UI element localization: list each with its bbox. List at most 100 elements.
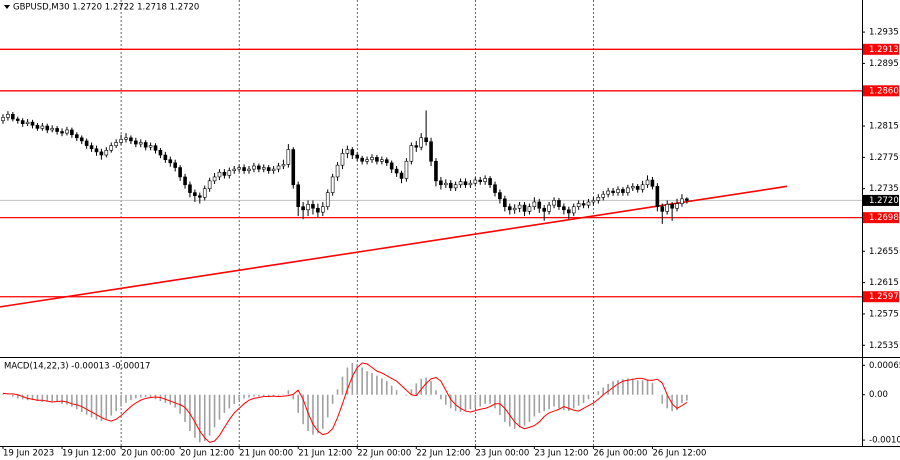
candle-body: [193, 192, 197, 197]
x-tick-label: 20 Jun 12:00: [180, 449, 234, 459]
candle-body: [217, 171, 222, 178]
level-label: 1.2913: [869, 45, 899, 55]
candle-body: [134, 140, 138, 145]
candle-body: [94, 148, 99, 153]
y-tick-label: 1.2895: [869, 59, 899, 69]
y-tick-label: 1.2575: [869, 309, 899, 319]
candle-body: [409, 145, 414, 162]
candle-body: [340, 153, 345, 166]
candle-body: [586, 201, 591, 206]
candle-body: [685, 198, 689, 201]
level-label-box: [863, 43, 899, 55]
candle-body: [301, 206, 305, 211]
candle-body: [626, 187, 630, 193]
signal-line: [2, 362, 688, 443]
candle-body: [419, 137, 424, 148]
x-tick-label: 19 Jun 2023: [3, 449, 54, 459]
candle-body: [458, 181, 463, 186]
candle-body: [424, 137, 428, 143]
candle-body: [276, 165, 281, 170]
candle-body: [355, 154, 360, 159]
x-tick-label: 23 Jun 00:00: [475, 449, 529, 459]
y-tick-label: 1.2615: [869, 278, 899, 288]
candle-body: [183, 176, 187, 186]
candle-body: [158, 150, 163, 156]
candle-body: [557, 200, 561, 207]
candle-body: [35, 124, 40, 129]
candle-body: [512, 207, 517, 211]
candle-body: [473, 179, 478, 184]
candle-body: [6, 114, 10, 118]
candle-body: [296, 184, 301, 207]
candle-body: [291, 149, 296, 186]
candle-body: [645, 179, 650, 186]
candle-body: [542, 207, 547, 212]
candle-body: [468, 182, 473, 186]
candle-body: [532, 201, 537, 207]
candle-body: [650, 179, 655, 187]
candle-body: [104, 150, 109, 156]
candle-body: [261, 167, 266, 170]
candle-body: [266, 167, 271, 171]
x-tick-label: 22 Jun 00:00: [357, 449, 411, 459]
candle-body: [188, 184, 192, 193]
candle-body: [655, 186, 660, 207]
candle-body: [119, 139, 123, 143]
candle-body: [232, 168, 237, 171]
candle-body: [70, 129, 74, 135]
candle-body: [448, 182, 453, 189]
x-tick-label: 26 Jun 12:00: [652, 449, 706, 459]
candle-body: [488, 178, 492, 186]
candle-body: [271, 168, 276, 171]
candle-body: [242, 167, 246, 171]
candle-body: [389, 162, 394, 170]
candle-body: [616, 189, 620, 193]
candle-body: [621, 189, 625, 193]
candle-body: [562, 206, 566, 211]
y-tick-label: 1.2735: [869, 184, 899, 194]
indicator-title: MACD(14,22,3) -0.00013 -0.00017: [4, 362, 150, 372]
candle-body: [178, 167, 182, 178]
candle-body: [547, 204, 551, 212]
x-tick-label: 21 Jun 12:00: [298, 449, 352, 459]
y-tick-label: 0.00: [869, 390, 888, 400]
candle-body: [350, 149, 355, 156]
candle-body: [15, 118, 20, 121]
x-tick-label: 23 Jun 12:00: [534, 449, 588, 459]
candle-body: [635, 186, 640, 190]
candle-body: [503, 198, 507, 207]
candle-body: [522, 204, 527, 212]
x-tick-label: 19 Jun 12:00: [62, 449, 116, 459]
candle-body: [443, 182, 448, 186]
x-tick-label: 26 Jun 00:00: [593, 449, 647, 459]
y-tick-label: 1.2655: [869, 247, 899, 257]
candle-body: [143, 142, 148, 148]
candle-body: [212, 176, 217, 182]
candle-body: [360, 157, 364, 162]
candle-body: [493, 184, 497, 193]
candle-body: [281, 164, 286, 167]
candle-body: [345, 149, 350, 154]
level-label-box: [863, 291, 899, 303]
x-tick-label: 22 Jun 12:00: [416, 449, 470, 459]
candle-body: [89, 145, 94, 150]
candle-body: [247, 168, 251, 171]
level-label: 1.2860: [869, 86, 899, 96]
candle-body: [330, 176, 335, 193]
candle-body: [50, 128, 55, 131]
candle-body: [660, 206, 665, 212]
candle-body: [79, 137, 84, 142]
candle-body: [198, 195, 202, 198]
y-tick-label: 1.2935: [869, 28, 899, 38]
candle-body: [148, 145, 153, 148]
candle-body: [65, 129, 69, 134]
candle-body: [227, 170, 232, 176]
candle-body: [1, 117, 5, 121]
y-tick-label: 1.2775: [869, 153, 899, 163]
candle-body: [75, 134, 79, 139]
candle-body: [640, 184, 645, 190]
candle-body: [483, 178, 487, 182]
candle-body: [202, 188, 207, 198]
candle-body: [257, 165, 261, 170]
